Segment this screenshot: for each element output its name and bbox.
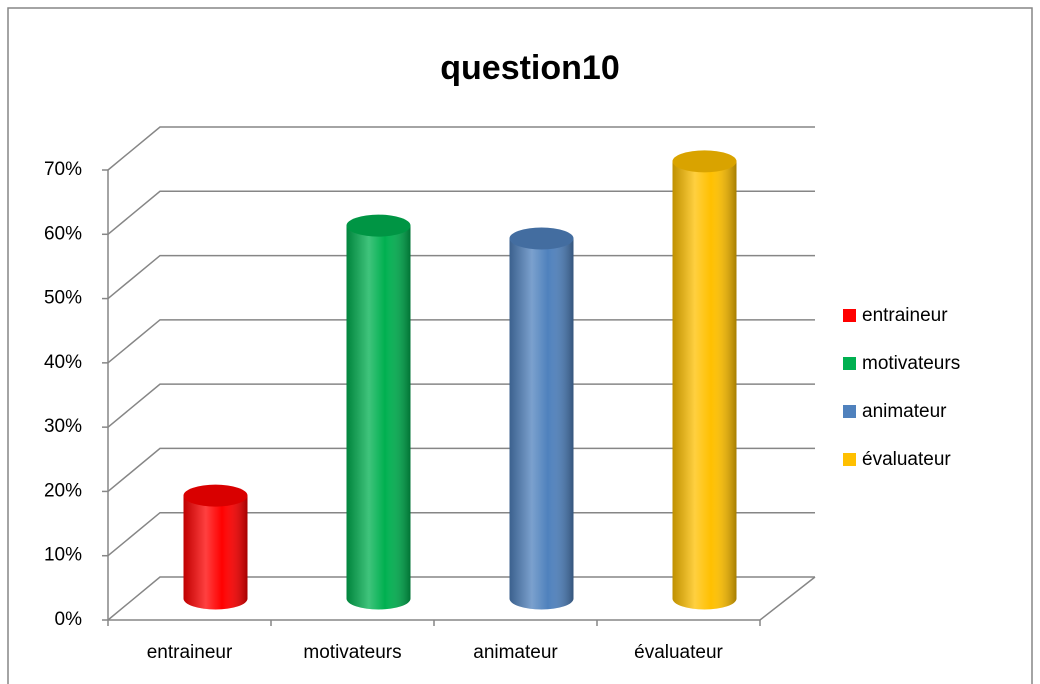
x-tick-label: animateur — [473, 642, 558, 663]
bar — [346, 214, 411, 610]
x-tick-label: motivateurs — [303, 642, 401, 663]
bar-top-shade — [346, 214, 411, 237]
bar-shade — [509, 238, 574, 610]
y-tick-label: 30% — [44, 416, 82, 437]
legend-swatch — [843, 309, 856, 322]
bar-top — [346, 214, 411, 237]
bar-shade — [346, 225, 411, 610]
bar-shade — [672, 161, 737, 610]
bar — [183, 484, 248, 610]
legend-swatch — [843, 405, 856, 418]
legend-swatch — [843, 453, 856, 466]
legend-swatch — [843, 357, 856, 370]
bar-top-shade — [509, 227, 574, 250]
bar-top-shade — [183, 484, 248, 507]
grid-line — [107, 190, 815, 235]
x-tick-label: évaluateur — [634, 642, 723, 663]
bar — [509, 227, 574, 610]
y-tick-label: 0% — [55, 609, 83, 630]
y-tick-label: 70% — [44, 159, 82, 180]
legend-label: animateur — [862, 401, 947, 422]
bar-top — [509, 227, 574, 250]
y-tick-label: 60% — [44, 223, 82, 244]
x-tick-label: entraineur — [147, 642, 233, 663]
bar — [672, 150, 737, 610]
grid-line — [107, 447, 815, 493]
bar-top-shade — [672, 150, 737, 173]
y-tick-label: 40% — [44, 352, 82, 373]
grid-line — [107, 319, 815, 364]
bar-top — [672, 150, 737, 173]
grid-line — [107, 126, 815, 171]
grid-line — [107, 511, 815, 557]
grid-line — [107, 383, 815, 428]
y-tick-label: 10% — [44, 545, 82, 566]
y-tick-label: 50% — [44, 288, 82, 309]
legend-label: évaluateur — [862, 449, 951, 470]
bar-shade — [183, 495, 248, 610]
grid-line — [107, 254, 815, 300]
grid-line — [107, 576, 815, 621]
legend-label: motivateurs — [862, 353, 960, 374]
y-tick-label: 20% — [44, 480, 82, 501]
bar-top — [183, 484, 248, 507]
legend-label: entraineur — [862, 305, 948, 326]
chart-title: question10 — [440, 49, 619, 87]
